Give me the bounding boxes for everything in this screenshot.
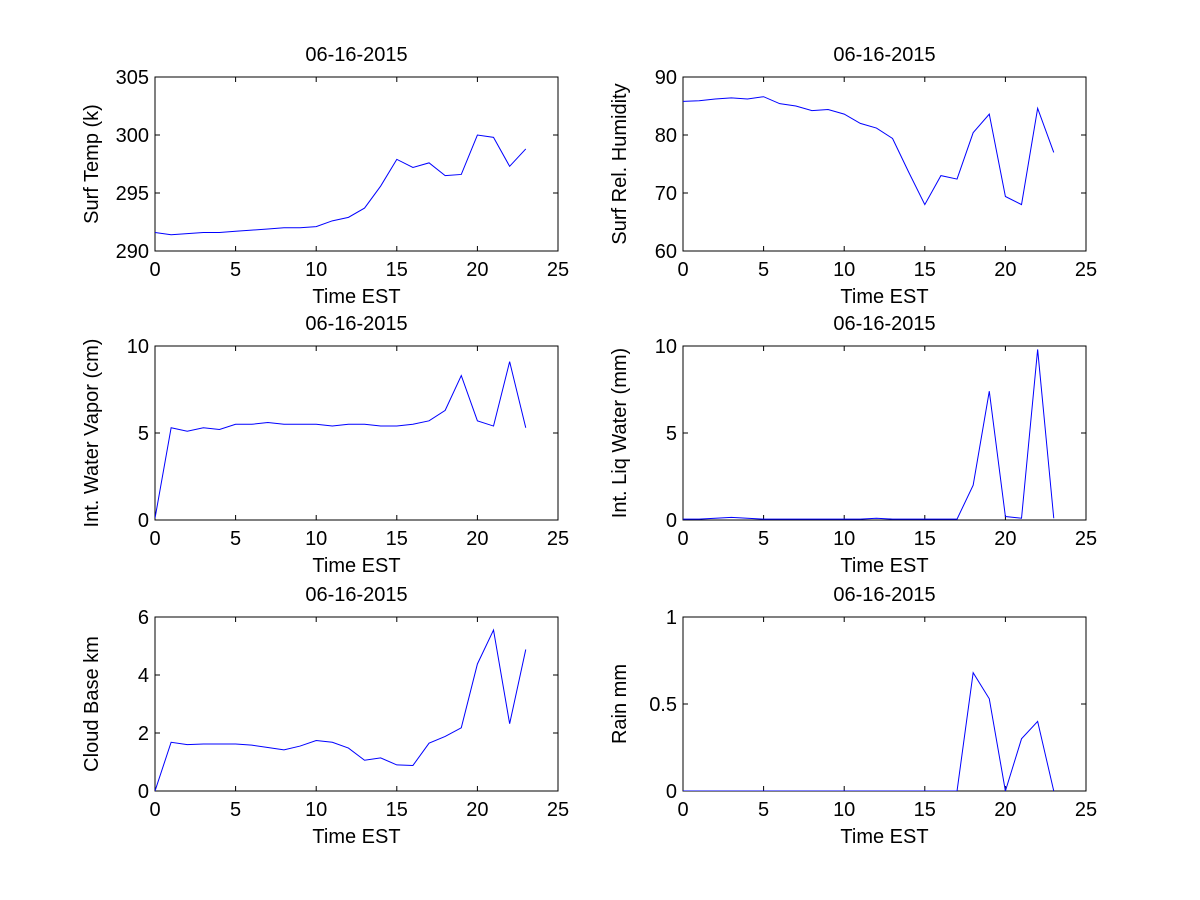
chart-title: 06-16-2015 xyxy=(305,313,407,335)
x-axis-label: Time EST xyxy=(840,286,928,308)
y-tick-label: 0.5 xyxy=(649,694,677,716)
x-tick-label: 0 xyxy=(677,259,688,281)
y-axis-label: Int. Water Vapor (cm) xyxy=(81,339,103,528)
y-tick-label: 0 xyxy=(138,510,149,532)
subplot-6: 06-16-2015 0 5 10 15 20 25 0 0.5 1 Time EST Rain mm xyxy=(609,584,1097,848)
plot-area xyxy=(154,345,559,521)
chart-title: 06-16-2015 xyxy=(833,44,935,66)
x-tick-label: 20 xyxy=(466,259,488,281)
x-tick-label: 5 xyxy=(230,259,241,281)
chart-title: 06-16-2015 xyxy=(833,313,935,335)
y-axis-label: Rain mm xyxy=(609,664,631,744)
y-tick-label: 10 xyxy=(127,336,149,358)
y-tick-label: 4 xyxy=(138,665,149,687)
y-tick-label: 60 xyxy=(655,241,677,263)
series-line-1 xyxy=(155,361,527,519)
x-tick-label: 5 xyxy=(758,528,769,550)
x-tick-label: 25 xyxy=(1075,259,1097,281)
x-tick-label: 25 xyxy=(547,259,569,281)
x-tick-label: 25 xyxy=(1075,528,1097,550)
x-tick-label: 15 xyxy=(914,799,936,821)
x-tick-label: 20 xyxy=(994,259,1016,281)
y-tick-label: 5 xyxy=(138,423,149,445)
x-tick-label: 5 xyxy=(758,799,769,821)
x-tick-label: 5 xyxy=(758,259,769,281)
x-tick-label: 0 xyxy=(149,799,160,821)
series-line-1 xyxy=(683,349,1055,520)
subplot-1: 06-16-2015 0 5 10 15 20 25 290 295 300 305 Time EST… xyxy=(81,44,569,308)
x-tick-label: 20 xyxy=(466,799,488,821)
y-axis-label: Cloud Base km xyxy=(81,636,103,772)
x-tick-label: 20 xyxy=(466,528,488,550)
y-axis-label: Surf Temp (k) xyxy=(81,104,103,224)
subplot-5: 06-16-2015 0 5 10 15 20 25 0 2 4 6 Time EST Cloud Ba… xyxy=(81,584,569,848)
x-tick-label: 0 xyxy=(149,528,160,550)
chart-title: 06-16-2015 xyxy=(305,584,407,606)
y-tick-label: 80 xyxy=(655,125,677,147)
x-tick-label: 10 xyxy=(305,799,327,821)
y-tick-label: 305 xyxy=(116,67,149,89)
x-tick-label: 20 xyxy=(994,799,1016,821)
x-axis-label: Time EST xyxy=(312,826,400,848)
y-tick-label: 1 xyxy=(666,607,677,629)
plot-area xyxy=(682,345,1087,521)
x-axis-label: Time EST xyxy=(312,555,400,577)
x-axis-label: Time EST xyxy=(840,826,928,848)
x-tick-label: 10 xyxy=(305,259,327,281)
x-tick-label: 10 xyxy=(833,528,855,550)
x-tick-label: 0 xyxy=(677,528,688,550)
series-line-1 xyxy=(683,96,1055,206)
y-tick-label: 300 xyxy=(116,125,149,147)
x-axis-label: Time EST xyxy=(312,286,400,308)
series-line-1 xyxy=(155,134,527,236)
series-line-1 xyxy=(155,628,527,791)
plot-area xyxy=(154,76,559,252)
y-axis-label: Int. Liq Water (mm) xyxy=(609,348,631,518)
x-tick-label: 15 xyxy=(386,528,408,550)
x-tick-label: 10 xyxy=(305,528,327,550)
series-line-1 xyxy=(683,671,1055,791)
x-tick-label: 15 xyxy=(914,259,936,281)
y-tick-label: 70 xyxy=(655,183,677,205)
x-tick-label: 10 xyxy=(833,259,855,281)
y-tick-label: 10 xyxy=(655,336,677,358)
x-tick-label: 15 xyxy=(386,259,408,281)
y-tick-label: 0 xyxy=(666,510,677,532)
y-tick-label: 290 xyxy=(116,241,149,263)
y-tick-label: 90 xyxy=(655,67,677,89)
x-tick-label: 25 xyxy=(1075,799,1097,821)
x-tick-label: 5 xyxy=(230,799,241,821)
chart-title: 06-16-2015 xyxy=(305,44,407,66)
x-tick-label: 25 xyxy=(547,528,569,550)
x-axis-label: Time EST xyxy=(840,555,928,577)
x-tick-label: 15 xyxy=(386,799,408,821)
subplot-3: 06-16-2015 0 5 10 15 20 25 0 5 10 Time EST Int. Wat… xyxy=(81,313,569,577)
x-tick-label: 10 xyxy=(833,799,855,821)
x-tick-label: 15 xyxy=(914,528,936,550)
y-tick-label: 2 xyxy=(138,723,149,745)
x-tick-label: 25 xyxy=(547,799,569,821)
y-axis-label: Surf Rel. Humidity xyxy=(609,83,631,244)
y-tick-label: 0 xyxy=(666,781,677,803)
plot-area xyxy=(682,76,1087,252)
x-tick-label: 5 xyxy=(230,528,241,550)
x-tick-label: 20 xyxy=(994,528,1016,550)
x-tick-label: 0 xyxy=(677,799,688,821)
y-tick-label: 295 xyxy=(116,183,149,205)
y-tick-label: 5 xyxy=(666,423,677,445)
plot-area xyxy=(154,616,559,792)
x-tick-label: 0 xyxy=(149,259,160,281)
subplot-4: 06-16-2015 0 5 10 15 20 25 0 5 10 Time EST Int. Liq… xyxy=(609,313,1097,577)
chart-title: 06-16-2015 xyxy=(833,584,935,606)
y-tick-label: 6 xyxy=(138,607,149,629)
plot-area xyxy=(682,616,1087,792)
subplot-2: 06-16-2015 0 5 10 15 20 25 60 70 80 90 Time EST Surf… xyxy=(609,44,1097,308)
y-tick-label: 0 xyxy=(138,781,149,803)
